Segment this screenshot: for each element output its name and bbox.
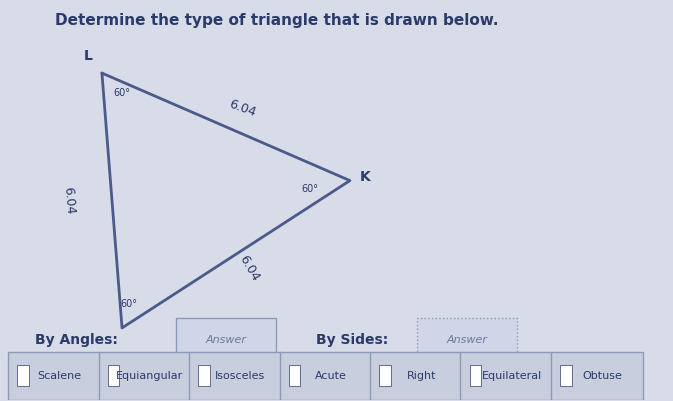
FancyBboxPatch shape [289,365,300,386]
Text: K: K [360,170,371,184]
Text: Right: Right [406,371,436,381]
Text: 6.04: 6.04 [61,186,76,215]
FancyBboxPatch shape [176,318,276,362]
Text: 60°: 60° [114,88,131,98]
Text: L: L [84,49,93,63]
Text: Answer: Answer [447,335,488,345]
FancyBboxPatch shape [108,365,119,386]
FancyBboxPatch shape [417,318,518,362]
Text: Equiangular: Equiangular [116,371,184,381]
Text: 60°: 60° [120,299,137,309]
FancyBboxPatch shape [380,365,391,386]
FancyBboxPatch shape [17,365,29,386]
Text: Isosceles: Isosceles [215,371,265,381]
FancyBboxPatch shape [551,352,643,400]
FancyBboxPatch shape [470,365,481,386]
FancyBboxPatch shape [8,352,100,400]
Text: Acute: Acute [315,371,347,381]
Text: Obtuse: Obtuse [582,371,622,381]
FancyBboxPatch shape [370,352,462,400]
Text: Equilateral: Equilateral [482,371,542,381]
Text: By Angles:: By Angles: [35,333,118,347]
Text: Answer: Answer [205,335,246,345]
FancyBboxPatch shape [199,365,210,386]
Text: By Sides:: By Sides: [316,333,388,347]
Text: Determine the type of triangle that is drawn below.: Determine the type of triangle that is d… [55,13,499,28]
Text: 60°: 60° [302,184,318,194]
FancyBboxPatch shape [279,352,371,400]
FancyBboxPatch shape [189,352,281,400]
FancyBboxPatch shape [561,365,572,386]
FancyBboxPatch shape [98,352,190,400]
Text: 6.04: 6.04 [237,253,262,284]
Text: Scalene: Scalene [37,371,81,381]
FancyBboxPatch shape [460,352,553,400]
Text: 6.04: 6.04 [227,98,258,120]
